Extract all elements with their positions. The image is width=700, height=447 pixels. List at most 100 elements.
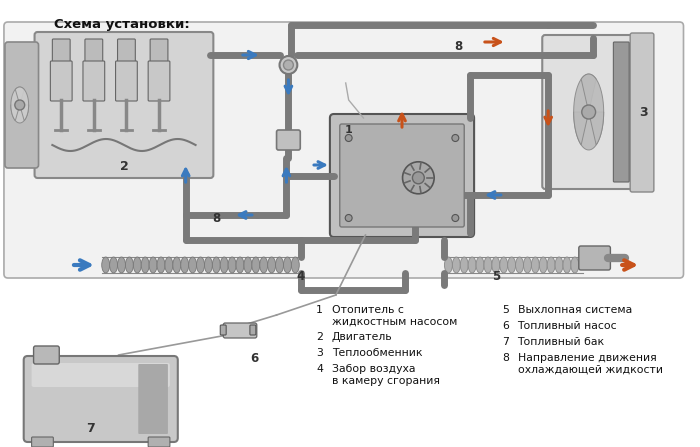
Text: 6: 6 [251,352,259,365]
Ellipse shape [181,257,189,273]
Ellipse shape [244,257,252,273]
Text: 1: 1 [345,125,353,135]
FancyBboxPatch shape [579,246,610,270]
Ellipse shape [492,257,500,273]
Ellipse shape [555,257,563,273]
Text: Топливный насос: Топливный насос [517,321,617,331]
Polygon shape [11,87,25,121]
Ellipse shape [284,257,291,273]
Ellipse shape [563,257,571,273]
Polygon shape [574,112,603,150]
FancyBboxPatch shape [223,323,257,338]
Text: 5: 5 [492,270,500,283]
Text: 8: 8 [212,212,220,225]
Ellipse shape [468,257,476,273]
FancyBboxPatch shape [148,61,170,101]
Circle shape [402,162,434,194]
Circle shape [284,60,293,70]
Ellipse shape [444,257,452,273]
Ellipse shape [228,257,236,273]
Ellipse shape [260,257,267,273]
Ellipse shape [165,257,173,273]
FancyBboxPatch shape [50,61,72,101]
Text: Направление движения
охлаждающей жидкости: Направление движения охлаждающей жидкост… [517,353,663,375]
Ellipse shape [500,257,507,273]
Text: 8: 8 [454,40,463,53]
Ellipse shape [102,257,110,273]
Text: Выхлопная система: Выхлопная система [517,305,632,315]
Ellipse shape [539,257,547,273]
FancyBboxPatch shape [32,437,53,447]
FancyBboxPatch shape [118,39,135,63]
FancyBboxPatch shape [24,356,178,442]
FancyBboxPatch shape [85,39,103,63]
Circle shape [582,105,596,119]
Circle shape [345,135,352,142]
Ellipse shape [197,257,204,273]
Ellipse shape [461,257,468,273]
Ellipse shape [476,257,484,273]
Text: 1: 1 [316,305,323,315]
Text: 7: 7 [87,422,95,434]
Ellipse shape [189,257,197,273]
Circle shape [452,215,458,222]
Text: Отопитель с
жидкостным насосом: Отопитель с жидкостным насосом [332,305,457,327]
Ellipse shape [125,257,133,273]
FancyBboxPatch shape [116,61,137,101]
FancyBboxPatch shape [250,325,255,335]
Text: 6: 6 [502,321,509,331]
Ellipse shape [204,257,212,273]
Ellipse shape [508,257,516,273]
Text: 8: 8 [502,353,509,363]
Ellipse shape [267,257,276,273]
FancyBboxPatch shape [34,346,60,364]
Text: 2: 2 [120,160,128,173]
Ellipse shape [118,257,125,273]
FancyBboxPatch shape [5,42,38,168]
Ellipse shape [484,257,492,273]
Text: Забор воздуха
в камеру сгорания: Забор воздуха в камеру сгорания [332,364,440,386]
FancyBboxPatch shape [139,364,168,434]
Ellipse shape [452,257,461,273]
Ellipse shape [220,257,228,273]
FancyBboxPatch shape [276,130,300,150]
Circle shape [412,172,424,184]
Text: Схема установки:: Схема установки: [55,18,190,31]
Ellipse shape [236,257,244,273]
Ellipse shape [149,257,157,273]
Text: 4: 4 [296,270,304,283]
Ellipse shape [291,257,300,273]
Text: 3: 3 [316,348,323,358]
FancyBboxPatch shape [630,33,654,192]
FancyBboxPatch shape [330,114,474,237]
FancyBboxPatch shape [148,437,170,447]
Ellipse shape [524,257,531,273]
Ellipse shape [547,257,555,273]
FancyBboxPatch shape [4,22,683,278]
Ellipse shape [110,257,118,273]
Ellipse shape [173,257,181,273]
Polygon shape [15,87,29,121]
Polygon shape [574,74,596,145]
Text: 7: 7 [502,337,509,347]
FancyBboxPatch shape [83,61,105,101]
Text: 5: 5 [502,305,509,315]
Text: Топливный бак: Топливный бак [517,337,605,347]
Text: Теплообменник: Теплообменник [332,348,422,358]
Ellipse shape [141,257,149,273]
FancyBboxPatch shape [52,39,70,63]
Ellipse shape [276,257,284,273]
Circle shape [279,56,298,74]
FancyBboxPatch shape [220,325,226,335]
FancyBboxPatch shape [34,32,214,178]
FancyBboxPatch shape [150,39,168,63]
Ellipse shape [252,257,260,273]
Polygon shape [581,74,603,145]
Text: Двигатель: Двигатель [332,332,393,342]
Ellipse shape [133,257,141,273]
Text: 2: 2 [316,332,323,342]
Ellipse shape [516,257,524,273]
Text: 4: 4 [316,364,323,374]
Ellipse shape [531,257,539,273]
Polygon shape [11,105,29,123]
